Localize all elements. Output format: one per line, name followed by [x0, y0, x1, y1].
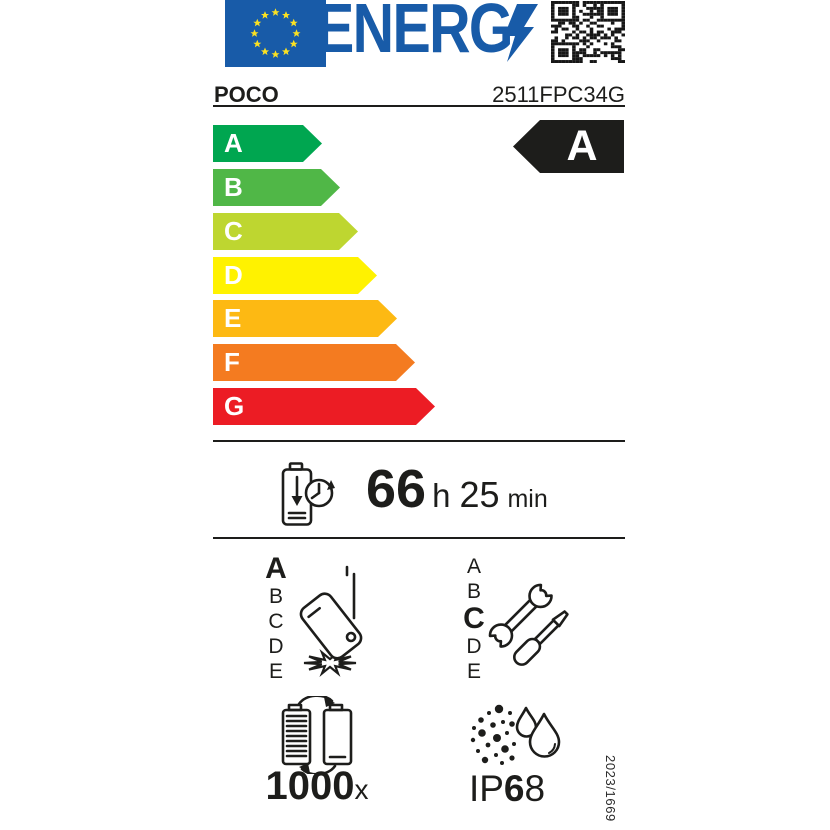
ip-dust-rating: 6 [503, 768, 525, 809]
ingress-protection-value: IP68 [448, 770, 566, 808]
rated-class-letter: A [566, 122, 598, 170]
scale-letter: C [268, 610, 284, 633]
energy-class-arrow-b: B [213, 169, 340, 206]
battery-cycles-value: 1000x [252, 765, 382, 807]
endurance-minutes-unit: min [507, 485, 548, 513]
rated-class-indicator: A [513, 120, 624, 173]
lightning-bolt-icon [504, 4, 538, 62]
wrench-screwdriver-icon [488, 583, 569, 666]
scale-letter: B [466, 580, 481, 603]
drop-resistance-scale: A B C D E [260, 554, 292, 684]
separator-line [213, 537, 625, 539]
repairability-scale: A B C D E [458, 554, 490, 684]
energy-class-arrow-e: E [213, 300, 397, 337]
qr-code [551, 1, 625, 63]
scale-letter: C [463, 602, 485, 635]
ip-prefix: IP [468, 768, 504, 809]
cycles-unit: x [354, 774, 369, 805]
energy-class-letter: C [224, 216, 243, 246]
scale-letter: A [265, 552, 287, 585]
energy-class-letter: D [224, 260, 243, 290]
scale-letter: D [268, 635, 284, 658]
energy-class-letter: F [224, 347, 240, 377]
scale-letter: E [268, 660, 283, 683]
energy-class-arrow-c: C [213, 213, 358, 250]
energy-class-arrow-g: G [213, 388, 435, 425]
ip-water-rating: 8 [524, 768, 546, 809]
endurance-hours: 66 [366, 459, 427, 519]
energy-class-letter: G [224, 391, 245, 421]
model-number: 2511FPC34G [492, 82, 625, 107]
energy-logo-text: ENERG [316, 0, 514, 67]
separator-line [213, 105, 625, 107]
separator-line [213, 440, 625, 442]
scale-letter: B [268, 585, 283, 608]
regulation-number: 2023/1669 [603, 755, 618, 822]
energy-class-arrow-a: A [213, 125, 322, 162]
battery-clock-icon [281, 462, 335, 526]
eu-flag-icon [225, 0, 326, 67]
battery-endurance-value: 66 h 25 min [366, 461, 548, 517]
energy-class-arrow-f: F [213, 344, 415, 381]
endurance-hours-unit: h [432, 477, 451, 514]
energy-class-arrow-d: D [213, 257, 377, 294]
energy-class-letter: A [224, 128, 243, 158]
dust-water-icon [470, 704, 561, 765]
endurance-minutes: 25 [459, 474, 500, 515]
energy-class-letter: B [224, 172, 243, 202]
energy-class-letter: E [224, 303, 242, 333]
falling-phone-icon [299, 565, 363, 678]
battery-cycle-icon [281, 696, 353, 774]
scale-letter: E [466, 660, 481, 683]
scale-letter: A [466, 555, 481, 578]
cycles-count: 1000 [265, 764, 355, 808]
scale-letter: D [466, 635, 482, 658]
brand-name: POCO [214, 82, 279, 107]
